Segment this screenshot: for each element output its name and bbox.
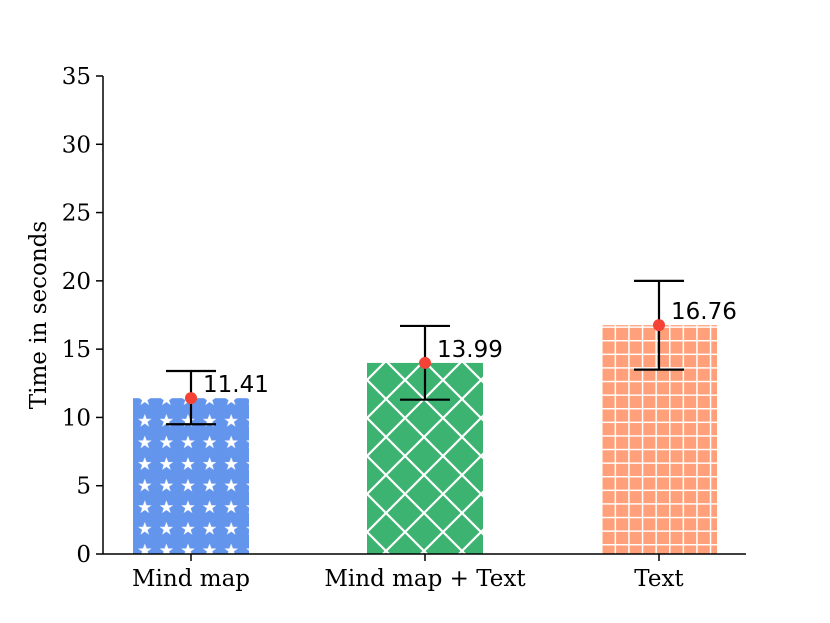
y-ticks: 0 5 10 15 20 25 30 35 [62,64,103,568]
y-tick-label: 15 [62,337,91,363]
y-tick-label: 10 [62,405,91,431]
x-ticks: Mind map Mind map + Text Text [132,554,684,592]
mean-marker [419,356,431,369]
x-tick-label: Mind map [132,566,250,592]
data-label: 16.76 [671,299,737,325]
data-label: 13.99 [437,337,503,363]
y-tick-label: 5 [76,474,91,500]
error-bars-layer [166,279,684,426]
y-tick-label: 25 [62,201,91,227]
data-label: 11.41 [203,372,269,398]
x-tick-label: Mind map + Text [324,566,526,592]
mean-marker [653,319,665,332]
y-axis-title: Time in seconds [26,221,52,409]
y-tick-label: 0 [76,542,91,568]
mean-marker [185,392,197,405]
x-tick-label: Text [634,566,684,592]
y-tick-label: 30 [62,132,91,158]
y-tick-label: 35 [62,64,91,90]
data-labels-layer: 11.41 13.99 16.76 [203,299,737,398]
y-tick-label: 20 [62,269,91,295]
